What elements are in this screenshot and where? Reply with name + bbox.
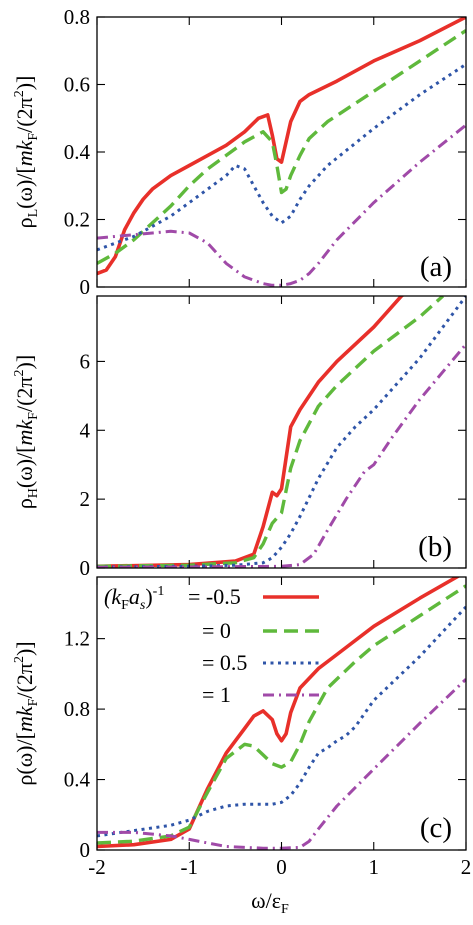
panel-tag: (a) [420, 251, 452, 283]
y-tick-label: 6 [80, 349, 91, 373]
series-line-4 [97, 123, 466, 287]
y-axis-title: ρ(ω)/[mkF/(2π2)] [12, 641, 41, 785]
y-tick-label: 0.4 [64, 768, 91, 792]
y-tick-label: 0.2 [64, 208, 90, 232]
panel-a-plot-area [97, 17, 466, 287]
y-tick-label: 0 [80, 838, 91, 862]
y-axis-title: ρH(ω)/[mkF/(2π2)] [12, 355, 41, 509]
panel-tag: (c) [420, 812, 452, 844]
panel-frame [96, 576, 467, 851]
legend-entry-label: = 0.5 [202, 650, 247, 675]
panel-c-plot-area [97, 577, 466, 850]
panel-tag: (b) [418, 531, 452, 563]
y-tick-label: 2 [80, 487, 91, 511]
series-line-3 [97, 605, 466, 838]
x-axis-title: ω/εF [251, 888, 289, 917]
series-line-1 [97, 577, 461, 849]
legend-entry-label: = -0.5 [188, 584, 241, 609]
x-tick-label: 2 [461, 855, 472, 879]
panel-frame [96, 16, 467, 288]
y-tick-label: 0.8 [64, 5, 90, 29]
series-line-2 [97, 29, 466, 265]
y-tick-label: 1.2 [64, 627, 90, 651]
series-line-2 [97, 296, 445, 568]
y-tick-label: 0 [80, 275, 91, 299]
panel-b-plot-area [97, 296, 466, 568]
panel-frame [96, 295, 467, 569]
y-tick-label: 0.6 [64, 73, 90, 97]
y-tick-label: 4 [80, 418, 91, 442]
series-line-4 [97, 343, 466, 568]
legend-title: (kFas)-1 [104, 584, 164, 613]
x-tick-label: -2 [88, 855, 106, 879]
y-tick-label: 0.4 [64, 140, 91, 164]
y-tick-label: 0 [80, 556, 91, 580]
series-line-1 [97, 17, 466, 276]
x-tick-label: 1 [369, 855, 380, 879]
series-line-1 [97, 296, 405, 568]
legend-entry-label: = 1 [202, 682, 231, 707]
y-axis-title: ρL(ω)/[mkF/(2π2)] [12, 76, 41, 229]
x-tick-label: 0 [276, 855, 287, 879]
series-line-4 [97, 678, 466, 850]
legend-entry-label: = 0 [202, 618, 231, 643]
series-line-2 [97, 584, 466, 845]
x-tick-label: -1 [181, 855, 199, 879]
y-tick-label: 0.8 [64, 697, 90, 721]
series-line-3 [97, 296, 466, 568]
